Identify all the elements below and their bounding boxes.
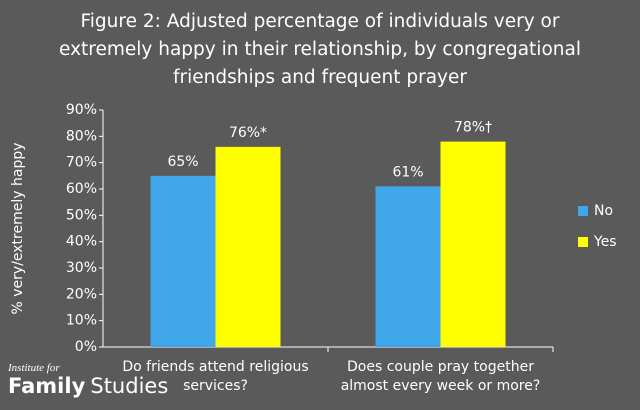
x-tick-label: Do friends attend religious services?	[122, 359, 309, 394]
x-tick-label: Does couple pray together almost every w…	[340, 359, 541, 394]
chart-title: Figure 2: Adjusted percentage of individ…	[59, 11, 581, 88]
y-tick-label: 30%	[66, 260, 97, 276]
y-tick-label: 0%	[75, 339, 97, 355]
legend-label: No	[594, 203, 613, 219]
value-label: 78%†	[454, 120, 492, 136]
logo: Institute for Family Studies	[8, 362, 168, 398]
y-tick-label: 20%	[66, 286, 97, 302]
value-label: 76%*	[229, 125, 267, 141]
value-label: 61%	[392, 164, 423, 180]
y-tick-label: 50%	[66, 207, 97, 223]
logo-top: Institute for	[8, 362, 60, 374]
logo-rest: Studies	[90, 374, 169, 398]
y-axis-label: % very/extremely happy	[10, 143, 26, 315]
legend-label: Yes	[593, 234, 617, 250]
bar	[375, 186, 441, 347]
legend-swatch	[578, 206, 588, 216]
y-tick-label: 90%	[66, 102, 97, 118]
legend-swatch	[578, 237, 588, 247]
logo-bold: Family	[8, 374, 86, 398]
bar	[215, 146, 281, 347]
y-tick-label: 40%	[66, 234, 97, 250]
y-tick-label: 60%	[66, 181, 97, 197]
value-label: 65%	[167, 154, 198, 170]
y-tick-label: 10%	[66, 313, 97, 329]
bar	[440, 141, 506, 347]
y-tick-label: 70%	[66, 155, 97, 171]
bar	[150, 175, 216, 347]
y-tick-label: 80%	[66, 128, 97, 144]
